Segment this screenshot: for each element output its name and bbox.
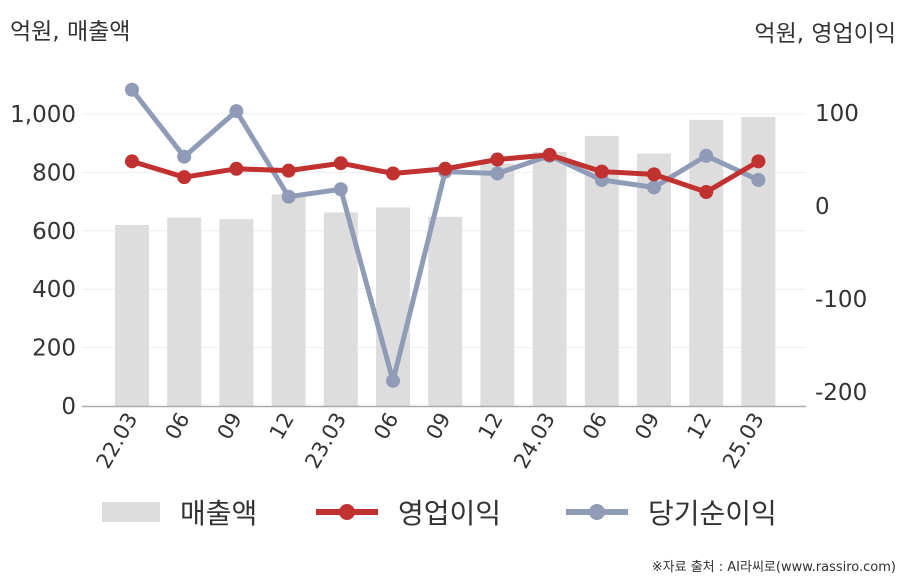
revenue-bars [115, 116, 776, 407]
operating-profit-point [281, 163, 296, 178]
x-tick-label: 25.03 [718, 409, 769, 473]
x-tick-label: 23.03 [300, 409, 351, 473]
net-income-point [490, 166, 505, 181]
x-tick-label: 12 [265, 409, 299, 444]
legend-operating-swatch [316, 500, 378, 524]
legend-net-swatch [566, 500, 628, 524]
right-tick-label: 0 [815, 194, 830, 220]
x-tick-label: 12 [682, 409, 716, 444]
left-tick-label: 400 [32, 277, 76, 303]
net-income-point [647, 180, 661, 195]
left-tick-label: 0 [61, 394, 76, 420]
legend-revenue-swatch [102, 502, 160, 522]
left-tick-label: 800 [32, 160, 76, 186]
operating-profit-point [229, 161, 244, 176]
operating-profit-point [438, 161, 453, 176]
operating-profit-point [125, 154, 139, 169]
x-tick-label: 06 [369, 409, 403, 444]
net-income-point [177, 149, 192, 164]
left-tick-label: 1,000 [10, 102, 76, 128]
x-tick-label: 06 [160, 409, 194, 444]
legend-operating-profit: 영업이익 [316, 492, 501, 532]
revenue-bar [271, 194, 306, 406]
operating-profit-point [333, 156, 348, 171]
revenue-bar [689, 119, 724, 406]
x-tick-label: 22.03 [91, 409, 142, 473]
x-tick-label: 12 [474, 409, 508, 444]
right-tick-label: 100 [815, 101, 859, 127]
net-income-point [699, 148, 714, 163]
net-income-point [751, 172, 766, 187]
right-axis-unit-label: 억원, 영업이익 [754, 21, 896, 47]
operating-profit-point [386, 166, 400, 181]
right-tick-label: -200 [815, 380, 867, 406]
right-tick-label: -100 [815, 287, 867, 313]
legend-net-income: 당기순이익 [566, 492, 777, 532]
net-income-point [125, 82, 139, 97]
legend-revenue-label: 매출액 [180, 497, 258, 530]
source-credit: ※자료 출처 : AI라씨로(www.rassiro.com) [651, 560, 896, 575]
operating-profit-point [177, 170, 192, 185]
legend-revenue: 매출액 [102, 492, 257, 532]
net-income-point [333, 182, 348, 197]
revenue-bar [115, 224, 149, 406]
operating-profit-point [594, 164, 609, 179]
revenue-bar [323, 212, 358, 406]
operating-profit-point [542, 147, 557, 162]
left-axis-unit-label: 억원, 매출액 [10, 19, 131, 45]
net-income-point [281, 189, 296, 204]
x-tick-label: 09 [213, 409, 247, 444]
revenue-bar [637, 153, 671, 406]
x-tick-label: 09 [630, 409, 664, 444]
revenue-bar [428, 216, 463, 406]
left-tick-label: 600 [32, 219, 76, 245]
legend-net-label: 당기순이익 [648, 497, 777, 530]
left-tick-label: 200 [32, 336, 76, 362]
revenue-bar [219, 219, 254, 406]
revenue-bar [532, 151, 567, 406]
operating-profit-point [647, 167, 661, 182]
x-tick-label: 06 [578, 409, 612, 444]
revenue-bar [167, 217, 202, 406]
legend-operating-label: 영업이익 [398, 497, 502, 530]
x-tick-label: 09 [421, 409, 455, 444]
net-income-point [229, 104, 244, 119]
operating-profit-point [490, 152, 505, 167]
operating-profit-point [699, 185, 714, 200]
net-income-point [386, 373, 400, 388]
revenue-bar [480, 163, 515, 406]
operating-profit-point [751, 154, 766, 169]
x-tick-label: 24.03 [509, 409, 560, 473]
profit-lines [125, 82, 766, 388]
